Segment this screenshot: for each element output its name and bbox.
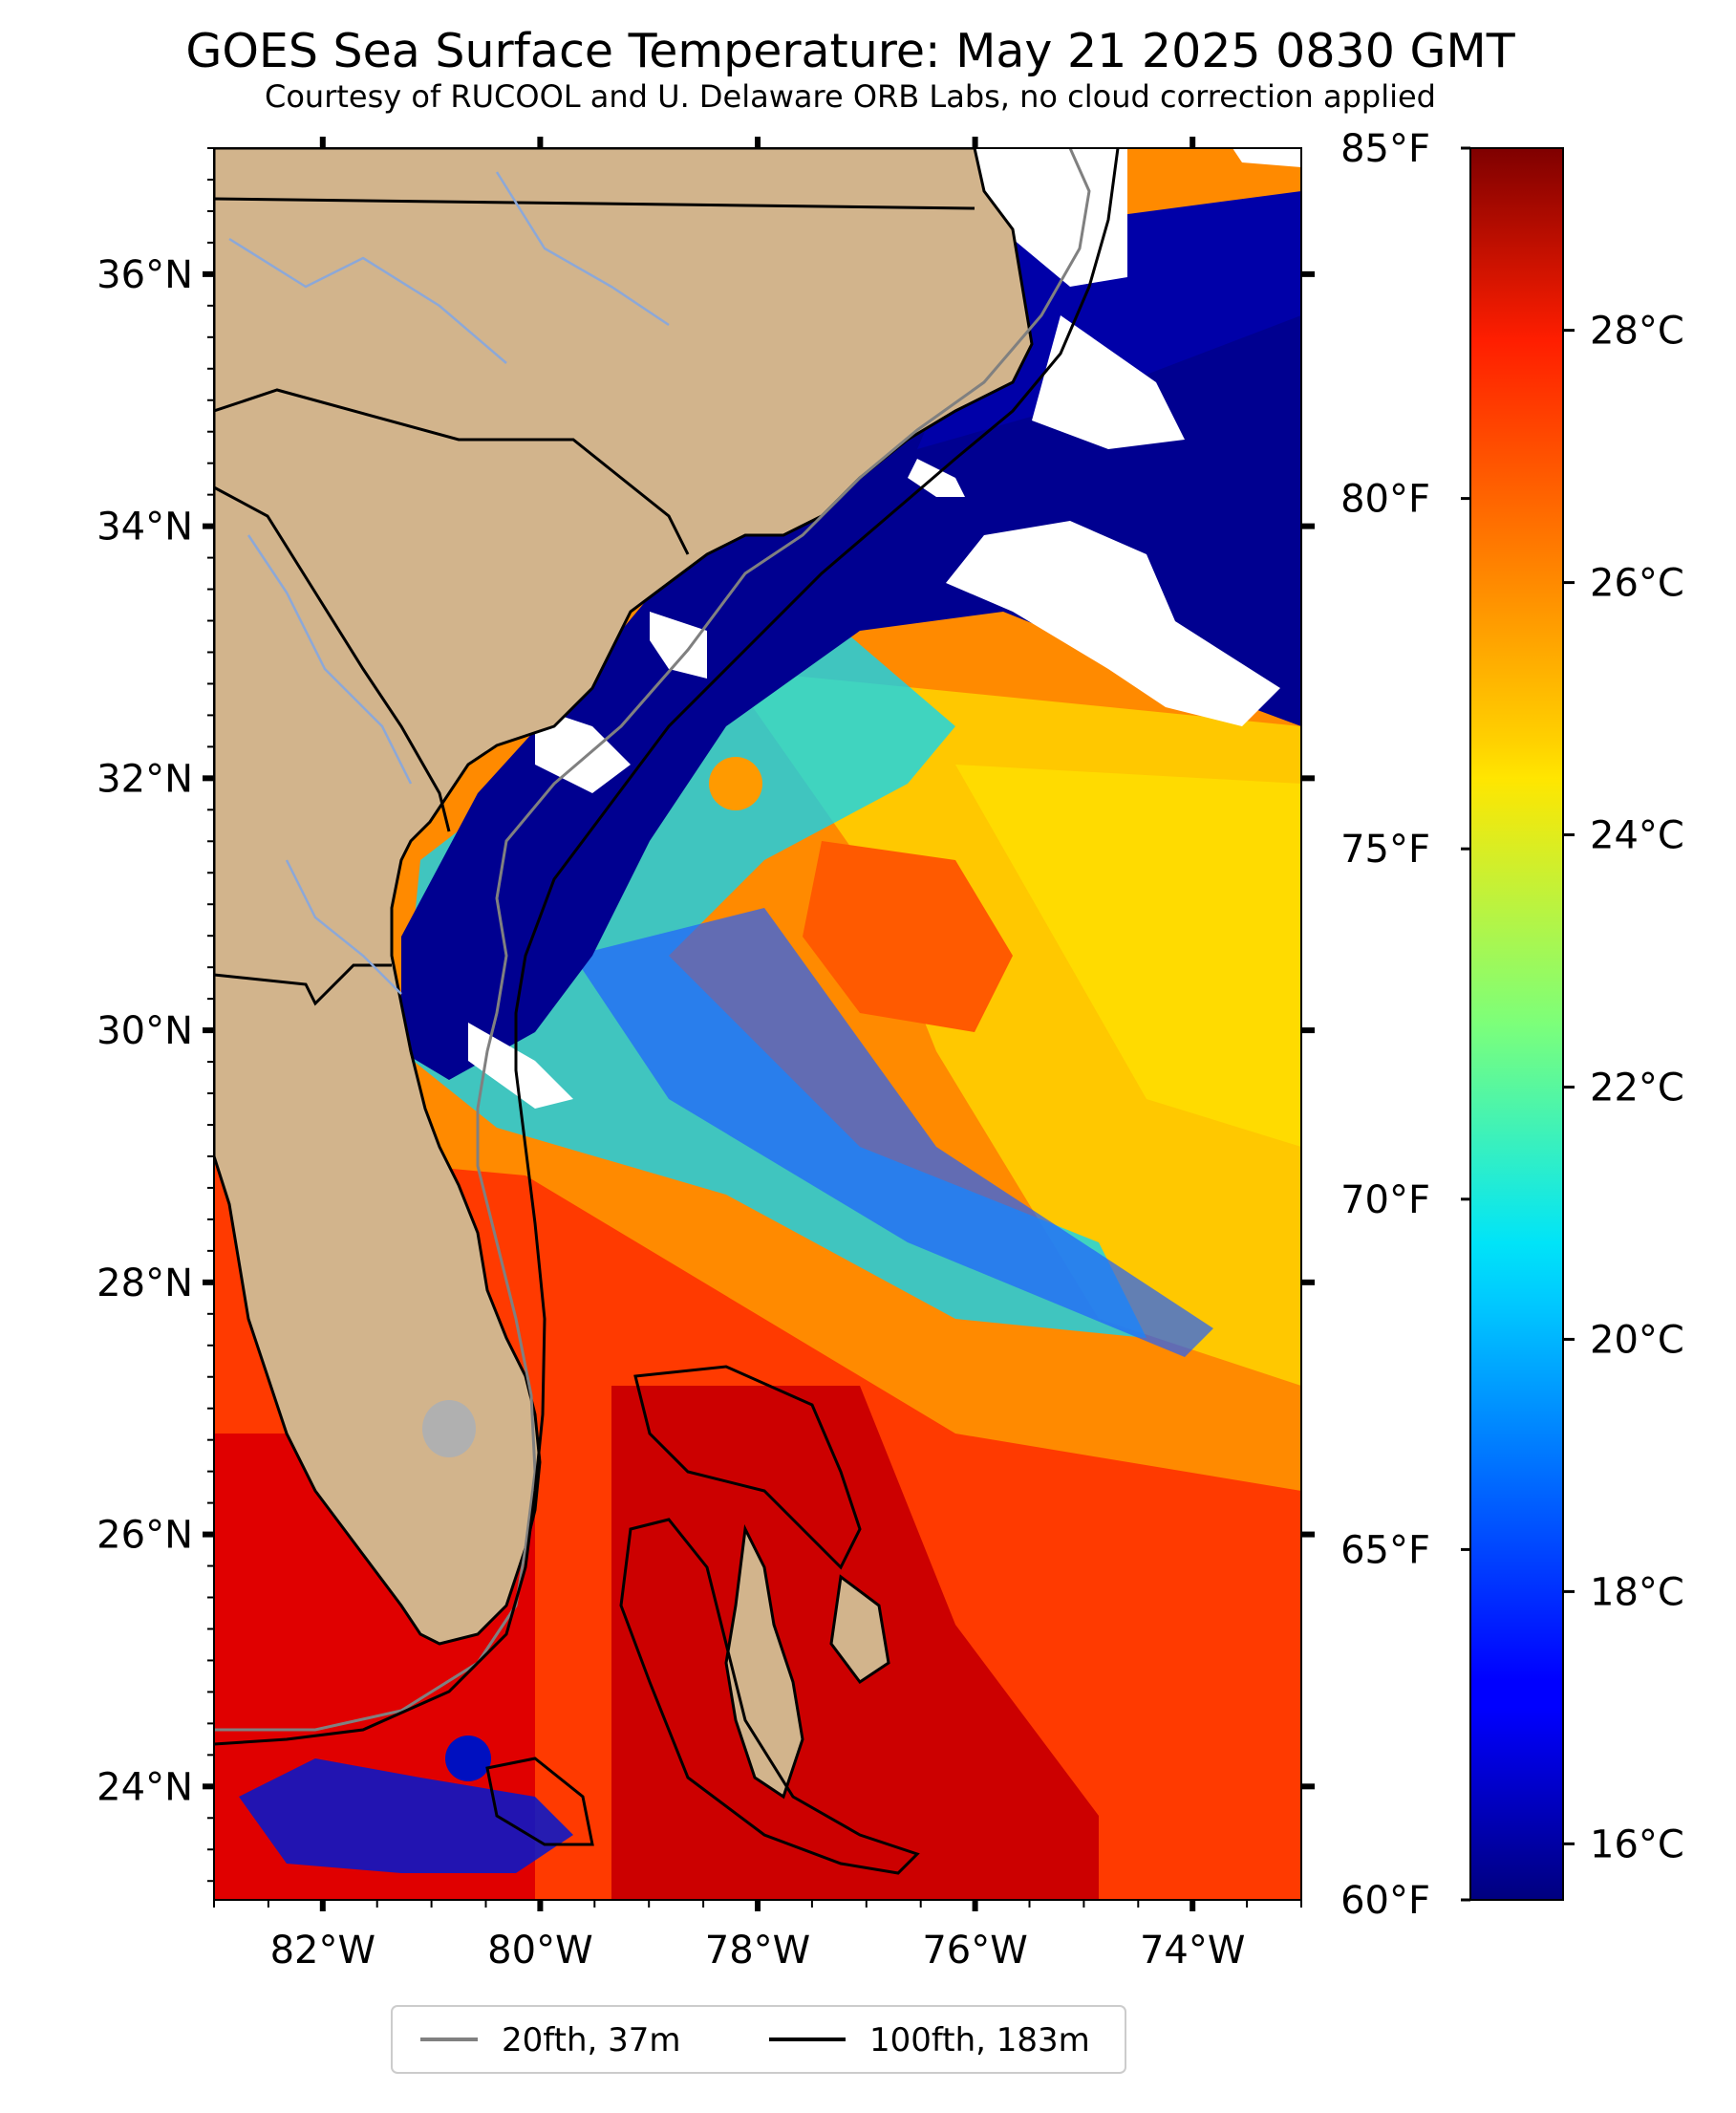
cloud-coastal-2 [535, 707, 631, 793]
isobath-20fth [214, 148, 1091, 1732]
bank-outline-cay-sal [485, 1757, 594, 1846]
bank-outline-great-bahama [619, 1518, 920, 1875]
legend-label-20fth: 20fth, 37m [502, 2021, 681, 2059]
cb-f-label: 70°F [1340, 1178, 1430, 1222]
lon-tick-label: 74°W [1140, 1929, 1245, 1973]
cloud-coastal-1 [650, 612, 707, 679]
cb-c-label: 24°C [1590, 814, 1684, 858]
colorbar-ticks: 85°F 80°F 75°F 70°F 65°F 60°F 28°C 26°C 24°C 22°C… [1340, 127, 1684, 1923]
cloud-offshore [946, 521, 1280, 726]
border-ga-fl [214, 963, 392, 1006]
cb-f-label: 65°F [1340, 1528, 1430, 1572]
isobath-100fth [214, 148, 1120, 1746]
lon-tick-label: 80°W [487, 1929, 592, 1973]
colorbar [1469, 147, 1564, 1901]
lon-tick-label: 76°W [922, 1929, 1027, 1973]
lat-tick-label: 24°N [96, 1765, 193, 1809]
land-andros [724, 1523, 804, 1800]
cloud-mid [1032, 315, 1185, 449]
cb-c-label: 22°C [1590, 1066, 1684, 1110]
sst-blue-streak [573, 908, 1213, 1357]
lat-tick-label: 34°N [96, 506, 193, 550]
map-subtitle: Courtesy of RUCOOL and U. Delaware ORB L… [265, 78, 1436, 115]
cb-f-label: 75°F [1340, 828, 1430, 872]
cb-c-label: 20°C [1590, 1318, 1684, 1362]
land-exuma [829, 1574, 890, 1685]
river-1 [228, 237, 507, 364]
cb-c-label: 18°C [1590, 1570, 1684, 1614]
river-3 [285, 859, 402, 995]
cb-c-label: 28°C [1590, 310, 1684, 354]
latitude-axis: 36°N 34°N 32°N 30°N 28°N 26°N 24°N [96, 147, 1315, 1883]
lat-tick-label: 26°N [96, 1514, 193, 1558]
lat-tick-label: 28°N [96, 1261, 193, 1305]
sst-warm-core [709, 757, 762, 810]
cloud-coastal-3 [468, 1023, 573, 1109]
cb-c-label: 26°C [1590, 562, 1684, 606]
sst-cold-shelf [401, 306, 1301, 1080]
lon-tick-label: 78°W [705, 1929, 810, 1973]
border-sc-ga [214, 485, 451, 832]
sst-cold-gulf-spot [445, 1736, 491, 1781]
longitude-axis: 82°W 80°W 78°W 76°W 74°W [213, 137, 1302, 1973]
sst-pale-yellow-region [955, 765, 1301, 1147]
cb-f-label: 85°F [1340, 127, 1430, 171]
sst-warm-eddy [803, 841, 1013, 1032]
lat-tick-label: 36°N [96, 253, 193, 297]
river-2 [246, 534, 413, 785]
border-nc-sc [214, 388, 690, 555]
lake-okeechobee [422, 1400, 476, 1457]
lat-tick-label: 32°N [96, 757, 193, 801]
legend-label-100fth: 100fth, 183m [869, 2021, 1090, 2059]
map-title: GOES Sea Surface Temperature: May 21 202… [185, 24, 1515, 78]
sst-cold-gulf-patch [239, 1758, 573, 1873]
lon-tick-label: 82°W [270, 1929, 375, 1973]
border-va-nc [214, 197, 975, 210]
river-4 [495, 171, 670, 327]
cloud-northeast [1232, 148, 1301, 167]
cb-f-label: 60°F [1340, 1879, 1430, 1923]
bank-outline-little-bahama [633, 1365, 862, 1570]
cb-f-label: 80°F [1340, 478, 1430, 522]
map-area [214, 148, 1301, 1900]
cb-c-label: 16°C [1590, 1822, 1684, 1866]
lat-tick-label: 30°N [96, 1009, 193, 1053]
legend-box [391, 2005, 1126, 2074]
